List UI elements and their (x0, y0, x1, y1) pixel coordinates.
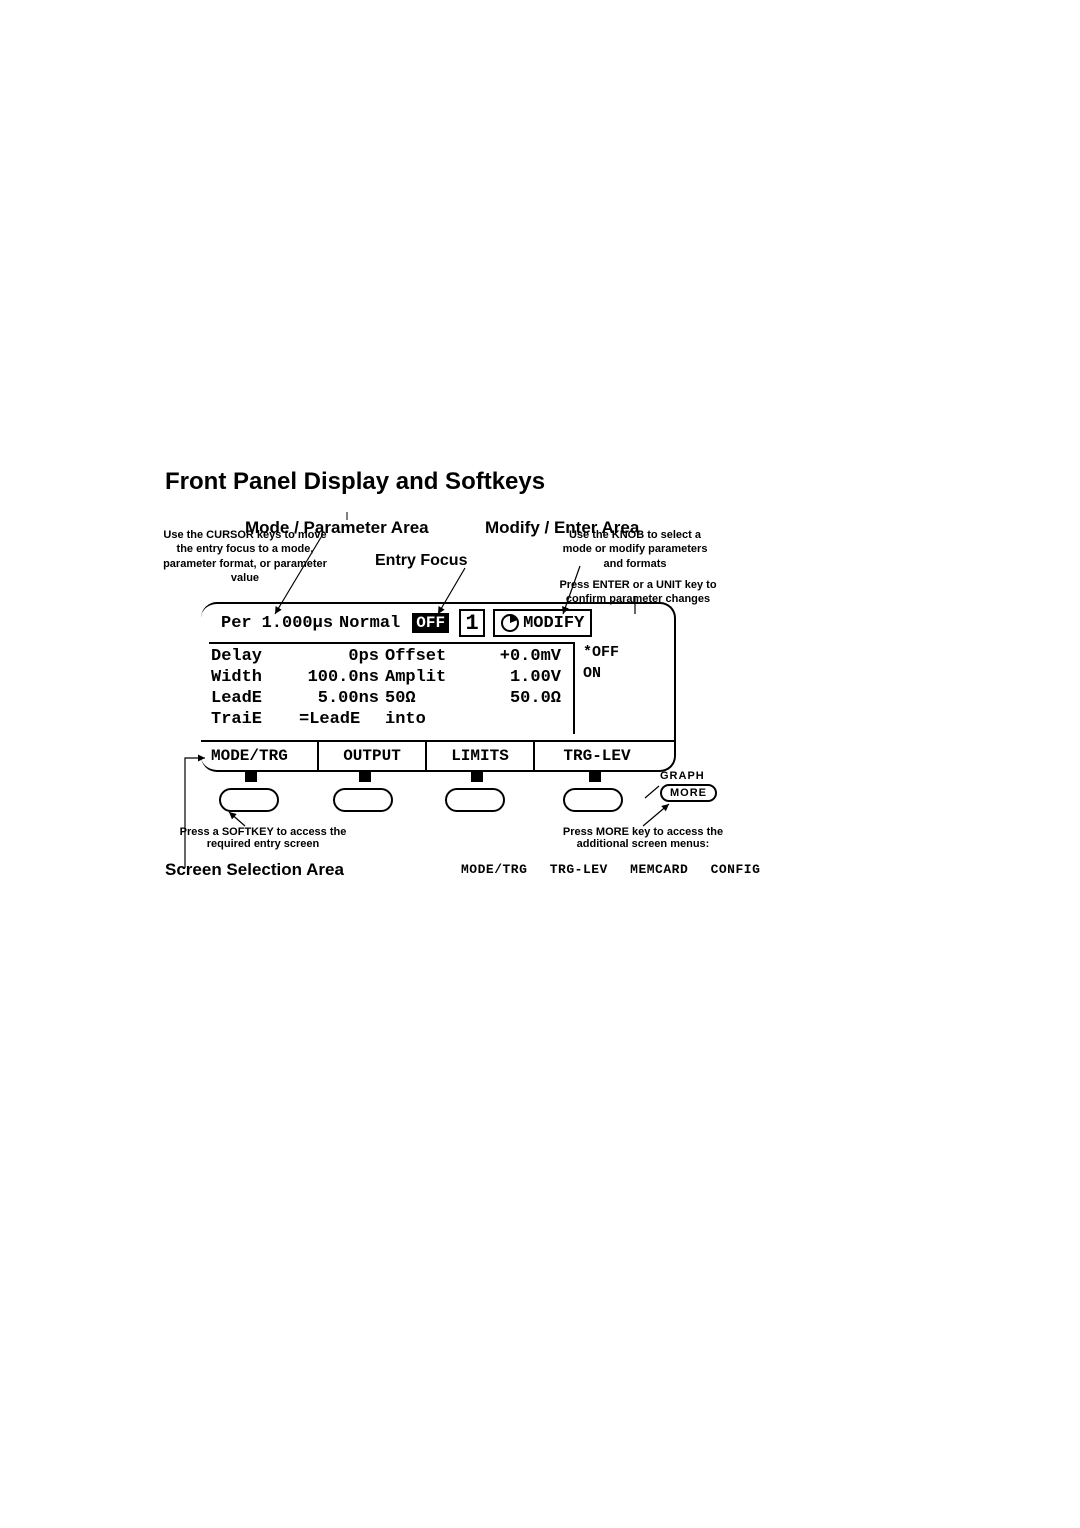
entry-focus-label: Entry Focus (375, 552, 467, 570)
hw-softkey-3[interactable] (445, 788, 505, 812)
channel-indicator: 1 (459, 609, 485, 637)
param-value: 0ps (299, 646, 385, 667)
more-note: Press MORE key to access the additional … (553, 826, 733, 850)
hw-softkey-4[interactable] (563, 788, 623, 812)
per-value: 1.000µs (262, 614, 333, 633)
knob-note: Use the KNOB to select a mode or modify … (555, 528, 715, 571)
param-name (385, 709, 465, 730)
off-badge: OFF (412, 613, 449, 633)
modify-box: MODIFY (493, 609, 592, 637)
param-value: 100.0ns (299, 667, 385, 688)
param-value: =LeadE (299, 709, 385, 730)
marker-icon (471, 770, 483, 782)
param-value: 50.0Ω (465, 688, 565, 709)
menu-item: MEMCARD (630, 862, 688, 877)
param-name: LeadE (209, 688, 299, 709)
side-states: *OFF ON (581, 642, 619, 684)
marker-icon (359, 770, 371, 782)
param-value: 5.00ns (299, 688, 385, 709)
table-row: TraiE =LeadE (209, 709, 573, 730)
more-button[interactable]: MORE (660, 784, 717, 802)
lcd-top-row: Per 1.000µs Normal OFF 1 MODIFY (209, 604, 674, 642)
param-value: +0.0mV (465, 646, 565, 667)
graph-more-labels: GRAPH MORE (660, 770, 717, 802)
table-row: LeadE 5.00ns 50Ω into 50.0Ω (209, 688, 573, 709)
hw-softkey-2[interactable] (333, 788, 393, 812)
param-value: 1.00V (465, 667, 565, 688)
table-row: Delay 0ps Offset +0.0mV (209, 646, 573, 667)
softkey-row: MODE/TRG OUTPUT LIMITS TRG-LEV (201, 740, 674, 770)
menu-item: TRG-LEV (550, 862, 608, 877)
state-off: *OFF (581, 642, 619, 663)
param-name: Width (209, 667, 299, 688)
menu-item: CONFIG (711, 862, 761, 877)
softkey-limits[interactable]: LIMITS (427, 742, 535, 770)
param-name: Offset (385, 646, 465, 667)
knob-icon (501, 614, 519, 632)
graph-label: GRAPH (660, 770, 717, 782)
per-label: Per (221, 614, 252, 633)
page-title: Front Panel Display and Softkeys (165, 468, 921, 496)
param-name: Amplit (385, 667, 465, 688)
marker-icon (245, 770, 257, 782)
menu-item: MODE/TRG (461, 862, 527, 877)
softkey-output[interactable]: OUTPUT (319, 742, 427, 770)
param-value (465, 709, 565, 730)
cursor-note: Use the CURSOR keys to move the entry fo… (160, 528, 330, 585)
hw-softkey-1[interactable] (219, 788, 279, 812)
mode-value: Normal (339, 614, 400, 633)
param-name: TraiE (209, 709, 299, 730)
additional-menus: MODE/TRG TRG-LEV MEMCARD CONFIG (461, 862, 774, 877)
modify-label: MODIFY (523, 614, 584, 633)
table-row: Width 100.0ns Amplit 1.00V (209, 667, 573, 688)
marker-icon (589, 770, 601, 782)
softkey-note: Press a SOFTKEY to access the required e… (173, 826, 353, 850)
softkey-mode-trg[interactable]: MODE/TRG (201, 742, 319, 770)
param-name: Delay (209, 646, 299, 667)
softkey-trg-lev[interactable]: TRG-LEV (535, 742, 659, 770)
lcd-panel: Per 1.000µs Normal OFF 1 MODIFY Delay 0p… (201, 602, 676, 772)
param-name: 50Ω into (385, 688, 465, 709)
param-grid: Delay 0ps Offset +0.0mV Width 100.0ns Am… (209, 642, 575, 734)
state-on: ON (581, 663, 619, 684)
screen-selection-label: Screen Selection Area (165, 860, 344, 880)
